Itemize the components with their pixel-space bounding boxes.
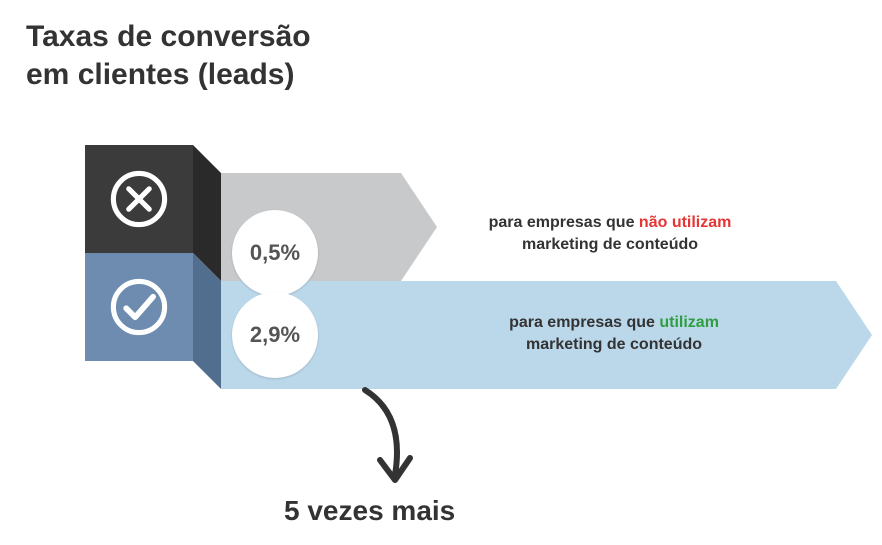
- check-circle-icon: [107, 275, 171, 339]
- icon-box-positive: [85, 253, 193, 361]
- desc-positive-pre: para empresas que: [509, 314, 659, 331]
- desc-negative-pre: para empresas que: [489, 214, 639, 231]
- icon-box-negative: [85, 145, 193, 253]
- curved-arrow-icon: [330, 380, 470, 520]
- desc-positive-highlight: utilizam: [659, 314, 719, 331]
- desc-negative-line2: marketing de conteúdo: [522, 236, 698, 253]
- arrow-head-positive: [836, 281, 872, 389]
- page-title: Taxas de conversão em clientes (leads): [26, 18, 311, 93]
- desc-negative: para empresas que não utilizam marketing…: [440, 212, 780, 255]
- arrow-head-negative: [401, 173, 437, 281]
- value-circle-negative: 0,5%: [232, 210, 318, 296]
- x-circle-icon: [107, 167, 171, 231]
- desc-positive-line2: marketing de conteúdo: [526, 336, 702, 353]
- desc-positive: para empresas que utilizam marketing de …: [454, 312, 774, 355]
- value-negative: 0,5%: [250, 240, 300, 266]
- value-positive: 2,9%: [250, 322, 300, 348]
- value-circle-positive: 2,9%: [232, 292, 318, 378]
- title-line-2: em clientes (leads): [26, 58, 294, 91]
- desc-negative-highlight: não utilizam: [639, 214, 731, 231]
- title-line-1: Taxas de conversão: [26, 20, 311, 53]
